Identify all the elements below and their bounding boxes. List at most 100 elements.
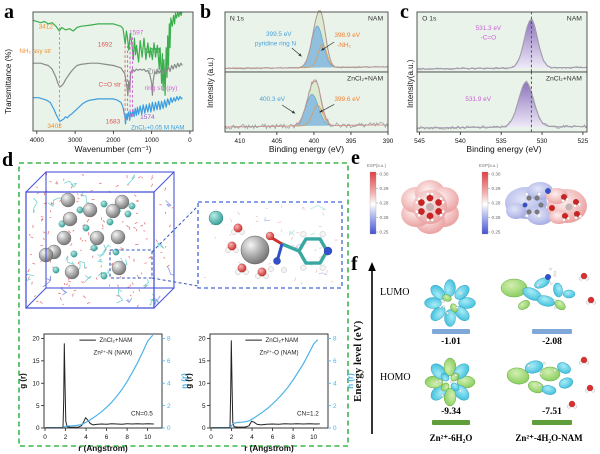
complex-caption-2: Zn²⁺-4H₂O-NAM [515, 433, 583, 443]
svg-text:4000: 4000 [30, 137, 45, 144]
xps-o1s-chart: O 1s NAM 531.3 eV -C=O 545 540 535 530 525 ZnCl₂+… [414, 11, 589, 145]
svg-text:6: 6 [105, 434, 109, 441]
lumo-label: LUMO [380, 287, 410, 298]
svg-text:g (r): g (r) [185, 373, 194, 389]
rdf-chart-zn-o: 0 2 4 6 8 10 0 5 10 15 20 0 2 4 6 8 ZnCl₂+NAM Zn²⁺-O (NAM… [185, 333, 355, 453]
svg-text:N 1s: N 1s [230, 15, 245, 22]
svg-text:CN=1.2: CN=1.2 [297, 410, 319, 417]
svg-text:410: 410 [234, 138, 245, 145]
svg-text:ZnCl₂+NAM: ZnCl₂+NAM [347, 75, 383, 82]
svg-text:ZnCl₂: ZnCl₂ [147, 68, 165, 75]
svg-text:15: 15 [32, 358, 40, 365]
panel-e-label: e [351, 147, 360, 169]
svg-text:0.26: 0.26 [380, 215, 389, 220]
svg-text:-C=O: -C=O [481, 35, 496, 42]
svg-text:545: 545 [414, 138, 425, 145]
svg-text:-NH₂: -NH₂ [337, 42, 351, 49]
svg-text:0.28: 0.28 [492, 201, 501, 206]
svg-text:NH₂ asy str: NH₂ asy str [19, 48, 51, 55]
svg-text:1683: 1683 [106, 118, 121, 125]
svg-text:2: 2 [167, 403, 171, 410]
md-simulation-panel [18, 162, 349, 447]
orbital-energy-diagram [368, 262, 597, 434]
svg-text:1692: 1692 [98, 42, 113, 49]
svg-text:0.29: 0.29 [380, 186, 389, 191]
svg-text:n (r): n (r) [180, 373, 189, 389]
svg-text:398.9 eV: 398.9 eV [334, 32, 360, 39]
xps-n1s-x-axis-label: Binding energy (eV) [268, 144, 345, 154]
svg-text:400: 400 [309, 138, 320, 145]
svg-text:0: 0 [333, 425, 337, 432]
ftir-chart: 4000 3000 2000 1000 0 3412 NH₂ asy str 1692 1597… [19, 11, 194, 144]
lumo-level-bar-2 [532, 329, 572, 334]
panel-d-label: d [2, 149, 14, 171]
svg-text:6: 6 [167, 358, 171, 365]
svg-text:g (r): g (r) [19, 373, 28, 389]
svg-text:1000: 1000 [145, 137, 160, 144]
homo-energy-2: -7.51 [542, 407, 562, 417]
svg-text:ESP(a.u.): ESP(a.u.) [479, 163, 499, 168]
lumo-energy-2: -2.08 [542, 337, 562, 347]
svg-text:r (Angstrom): r (Angstrom) [244, 444, 294, 453]
svg-text:ZnCl₂+NAM: ZnCl₂+NAM [546, 75, 582, 82]
homo-level-bar-1 [432, 420, 470, 425]
svg-text:15: 15 [198, 358, 206, 365]
svg-text:531.3 eV: 531.3 eV [476, 25, 502, 32]
energy-axis-label: Energy level (eV) [352, 320, 364, 402]
svg-text:5: 5 [36, 403, 40, 410]
svg-text:0: 0 [36, 425, 40, 432]
svg-text:4: 4 [84, 434, 88, 441]
svg-text:0.28: 0.28 [380, 201, 389, 206]
svg-text:8: 8 [125, 434, 129, 441]
svg-text:0: 0 [202, 425, 206, 432]
svg-text:540: 540 [455, 138, 466, 145]
xps-o1s-y-axis-label: Intensity(a.u.) [406, 59, 415, 108]
svg-text:8: 8 [167, 336, 171, 343]
svg-text:Zn²⁺-O (NAM): Zn²⁺-O (NAM) [260, 350, 299, 357]
lumo-energy-1: -1.01 [441, 337, 461, 347]
svg-text:3000: 3000 [68, 137, 83, 144]
svg-text:10: 10 [32, 380, 40, 387]
rdf-chart-zn-n: 0 2 4 6 8 10 0 5 10 15 20 0 2 4 6 8 ZnCl₂+NAM Zn²⁺-N (NAM… [19, 333, 189, 453]
svg-text:1574: 1574 [140, 114, 155, 121]
svg-text:3412: 3412 [39, 24, 54, 31]
svg-text:4: 4 [250, 434, 254, 441]
svg-text:8: 8 [291, 434, 295, 441]
lumo-level-bar-1 [432, 329, 470, 334]
homo-level-bar-2 [532, 420, 572, 425]
svg-text:0: 0 [43, 434, 47, 441]
svg-text:0.30: 0.30 [492, 172, 501, 177]
svg-text:ring str (py): ring str (py) [145, 85, 178, 92]
ftir-x-axis-label: Wavenumber (cm⁻¹) [74, 144, 152, 154]
svg-text:0.26: 0.26 [492, 215, 501, 220]
svg-text:400.3 eV: 400.3 eV [259, 96, 285, 103]
svg-text:525: 525 [578, 138, 589, 145]
panel-b-label: b [200, 1, 212, 23]
esp-maps: ESP(a.u.) 0.30 0.29 0.28 0.26 0.25 ESP(a.u.) 0.… [367, 163, 587, 235]
svg-text:O 1s: O 1s [422, 15, 437, 22]
svg-text:0: 0 [167, 425, 171, 432]
svg-text:NAM: NAM [567, 15, 582, 22]
svg-text:535: 535 [496, 138, 507, 145]
svg-text:10: 10 [198, 380, 206, 387]
svg-text:1597: 1597 [129, 30, 144, 37]
svg-text:4: 4 [167, 380, 171, 387]
svg-text:NAM: NAM [144, 48, 160, 55]
svg-text:2: 2 [64, 434, 68, 441]
svg-text:r (Angstrom): r (Angstrom) [78, 444, 128, 453]
svg-text:C=O str: C=O str [99, 81, 122, 88]
svg-text:ZnCl₂+NAM: ZnCl₂+NAM [99, 337, 132, 344]
xps-n1s-y-axis-label: Intensity (a.u.) [206, 57, 215, 108]
svg-text:0: 0 [209, 434, 213, 441]
svg-text:0.30: 0.30 [380, 172, 389, 177]
svg-text:405: 405 [272, 138, 283, 145]
panel-f-label: f [351, 253, 358, 275]
svg-text:530: 530 [537, 138, 548, 145]
svg-text:0.25: 0.25 [492, 230, 501, 235]
svg-text:10: 10 [144, 434, 152, 441]
svg-text:8: 8 [333, 336, 337, 343]
complex-caption-1: Zn²⁺-6H₂O [429, 433, 473, 443]
svg-text:390: 390 [383, 138, 394, 145]
panel-a-label: a [4, 1, 14, 23]
